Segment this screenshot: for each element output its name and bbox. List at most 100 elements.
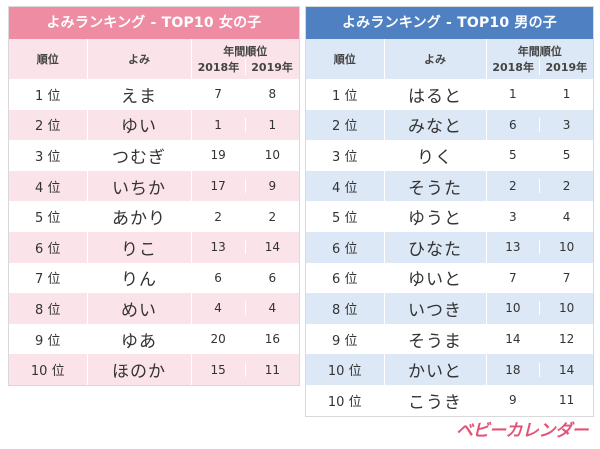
boys-rank-cell: 2 位 xyxy=(306,109,385,141)
girls-rank-2019-cell: 4 xyxy=(268,301,277,316)
boys-name-cell: こうき xyxy=(384,384,487,416)
boys-years-cell: 13 10 xyxy=(486,232,593,263)
girls-years-cell: 13 14 xyxy=(191,232,299,263)
girls-name-cell: めい xyxy=(87,293,192,324)
girls-years-cell: 20 16 xyxy=(191,324,299,355)
girls-rank-2019-cell: 16 xyxy=(264,332,281,347)
girls-years-cell: 15 11 xyxy=(191,354,299,385)
girls-rank-2018-cell: 4 xyxy=(192,301,246,316)
girls-rank-2018-cell: 1 xyxy=(192,117,246,132)
girls-rank-2019-cell: 2 xyxy=(268,209,277,224)
girls-years-cell: 17 9 xyxy=(191,171,299,202)
girls-table-row: 9 位ゆあ 20 16 xyxy=(9,323,299,355)
girls-table-row: 4 位いちか 17 9 xyxy=(9,170,299,202)
girls-rank-cell: 7 位 xyxy=(9,262,88,294)
boys-table-row: 2 位みなと 6 3 xyxy=(306,109,593,141)
girls-panel-title: よみランキング - TOP10 女の子 xyxy=(9,7,299,39)
boys-name-cell: いつき xyxy=(384,293,487,324)
girls-table-body: 1 位えま 7 8 2 位ゆい 1 1 3 位つむぎ 19 10 4 位いちか 17 9 5 位あかり 2… xyxy=(9,79,299,385)
boys-table-row: 3 位りく 5 5 xyxy=(306,140,593,171)
boys-header-rank: 順位 xyxy=(306,39,385,79)
girls-table-row: 8 位めい 4 4 xyxy=(9,293,299,324)
girls-rank-cell: 2 位 xyxy=(9,109,88,141)
boys-rank-cell: 3 位 xyxy=(306,140,385,171)
boys-ranking-panel: よみランキング - TOP10 男の子 順位 よみ 年間順位 2018年 2019… xyxy=(305,6,594,417)
girls-table-row: 3 位つむぎ 19 10 xyxy=(9,140,299,171)
girls-rank-2018-cell: 19 xyxy=(192,148,246,163)
girls-table-header-row: 順位 よみ 年間順位 2018年 2019年 xyxy=(9,39,299,79)
boys-header-year-2018: 2018年 xyxy=(487,59,541,75)
boys-years-cell: 18 14 xyxy=(486,354,593,385)
girls-rank-cell: 1 位 xyxy=(9,79,88,110)
girls-rank-2018-cell: 2 xyxy=(192,209,246,224)
girls-table-row: 10 位ほのか 15 11 xyxy=(9,354,299,385)
girls-header-yearly: 年間順位 2018年 2019年 xyxy=(191,39,299,79)
boys-table-row: 5 位ゆうと 3 4 xyxy=(306,201,593,232)
boys-rank-2019-cell: 10 xyxy=(558,301,575,316)
boys-table-row: 10 位こうき 9 11 xyxy=(306,384,593,416)
boys-table-row: 6 位ゆいと 7 7 xyxy=(306,262,593,294)
boys-rank-2019-cell: 10 xyxy=(558,240,575,255)
boys-rank-2019-cell: 2 xyxy=(562,179,571,194)
boys-rank-2018-cell: 18 xyxy=(487,362,541,377)
girls-table-row: 5 位あかり 2 2 xyxy=(9,201,299,232)
boys-header-year-2019: 2019年 xyxy=(545,61,588,74)
baby-calendar-logo[interactable]: ベビーカレンダー xyxy=(456,421,589,441)
boys-table-row: 4 位そうた 2 2 xyxy=(306,170,593,202)
boys-years-cell: 10 10 xyxy=(486,293,593,324)
boys-rank-2018-cell: 6 xyxy=(487,117,541,132)
girls-rank-2019-cell: 8 xyxy=(268,87,277,102)
boys-rank-2018-cell: 13 xyxy=(487,240,541,255)
boys-table-row: 8 位いつき 10 10 xyxy=(306,293,593,324)
girls-name-cell: りん xyxy=(87,262,192,294)
boys-table-row: 10 位かいと 18 14 xyxy=(306,354,593,385)
boys-name-cell: りく xyxy=(384,140,487,171)
girls-years-cell: 19 10 xyxy=(191,140,299,171)
boys-rank-cell: 4 位 xyxy=(306,170,385,202)
boys-name-cell: みなと xyxy=(384,109,487,141)
boys-rank-2018-cell: 2 xyxy=(487,179,541,194)
boys-name-cell: ゆいと xyxy=(384,262,487,294)
boys-rank-2019-cell: 5 xyxy=(562,148,571,163)
girls-rank-cell: 3 位 xyxy=(9,140,88,171)
boys-table-body: 1 位はると 1 1 2 位みなと 6 3 3 位りく 5 5 4 位そうた 2 2 5 位ゆうと 3 4 6… xyxy=(306,79,593,416)
boys-rank-cell: 6 位 xyxy=(306,262,385,294)
girls-rank-2019-cell: 6 xyxy=(268,270,277,285)
boys-header-yearly-label: 年間順位 xyxy=(517,45,562,58)
boys-rank-cell: 1 位 xyxy=(306,79,385,110)
girls-header-year-2019: 2019年 xyxy=(251,61,293,74)
boys-rank-cell: 9 位 xyxy=(306,323,385,355)
girls-table-row: 2 位ゆい 1 1 xyxy=(9,109,299,141)
girls-table-row: 6 位りこ 13 14 xyxy=(9,231,299,263)
girls-name-cell: ゆい xyxy=(87,109,192,141)
boys-table-row: 6 位ひなた 13 10 xyxy=(306,231,593,263)
girls-rank-cell: 5 位 xyxy=(9,201,88,232)
girls-rank-cell: 9 位 xyxy=(9,323,88,355)
boys-rank-2018-cell: 9 xyxy=(487,393,541,408)
girls-table-row: 7 位りん 6 6 xyxy=(9,262,299,294)
girls-rank-2019-cell: 10 xyxy=(264,148,281,163)
boys-years-cell: 9 11 xyxy=(486,385,593,416)
boys-name-cell: かいと xyxy=(384,354,487,385)
girls-rank-cell: 4 位 xyxy=(9,170,88,202)
boys-name-cell: はると xyxy=(384,79,487,110)
boys-rank-2018-cell: 14 xyxy=(487,332,541,347)
girls-rank-cell: 10 位 xyxy=(9,354,88,385)
girls-rank-cell: 8 位 xyxy=(9,293,88,324)
boys-rank-2019-cell: 12 xyxy=(558,332,575,347)
girls-rank-2018-cell: 6 xyxy=(192,270,246,285)
girls-ranking-panel: よみランキング - TOP10 女の子 順位 よみ 年間順位 2018年 2019… xyxy=(8,6,300,386)
boys-rank-2018-cell: 10 xyxy=(487,301,541,316)
boys-rank-2018-cell: 7 xyxy=(487,270,541,285)
girls-header-yearly-label: 年間順位 xyxy=(223,45,268,58)
girls-rank-2019-cell: 11 xyxy=(264,362,281,377)
boys-name-cell: そうま xyxy=(384,323,487,355)
girls-table-row: 1 位えま 7 8 xyxy=(9,79,299,110)
